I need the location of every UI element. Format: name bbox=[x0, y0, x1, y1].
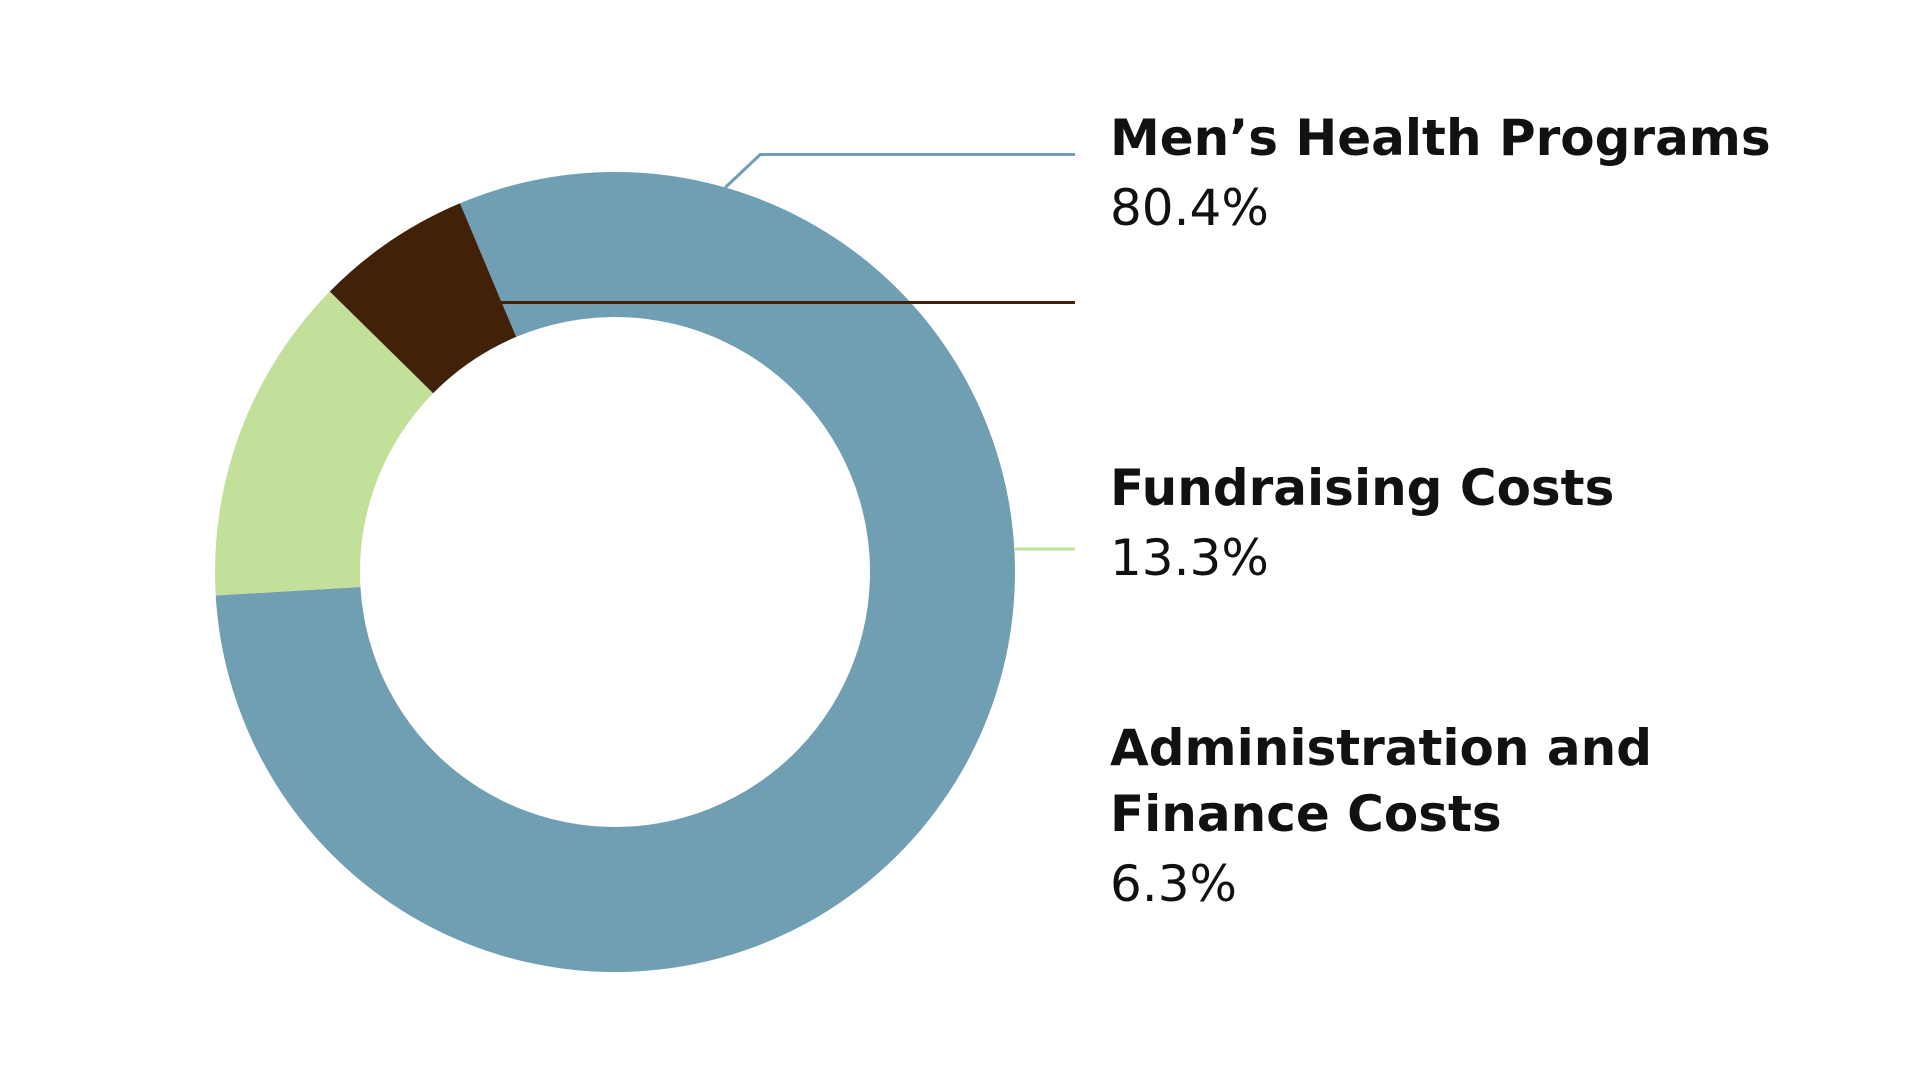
leader-line-mens-health-programs bbox=[724, 152, 1075, 189]
value-administration-finance-costs: 6.3% bbox=[1110, 855, 1237, 913]
leader-lines bbox=[401, 152, 1075, 551]
label-administration-finance-costs-line-1: Administration and bbox=[1110, 719, 1652, 777]
donut-slices bbox=[214, 172, 1015, 972]
slice-mens-health-programs bbox=[215, 172, 1015, 972]
value-mens-health-programs: 80.4% bbox=[1110, 179, 1269, 237]
label-fundraising-costs: Fundraising Costs bbox=[1110, 459, 1614, 517]
slice-administration-finance-costs bbox=[329, 203, 517, 394]
value-fundraising-costs: 13.3% bbox=[1110, 529, 1269, 587]
label-administration-finance-costs-line-2: Finance Costs bbox=[1110, 785, 1502, 843]
slice-fundraising-costs bbox=[214, 291, 434, 596]
slice-labels: Men’s Health Programs 80.4% Fundraising Co… bbox=[1110, 109, 1771, 913]
label-mens-health-programs: Men’s Health Programs bbox=[1110, 109, 1771, 167]
